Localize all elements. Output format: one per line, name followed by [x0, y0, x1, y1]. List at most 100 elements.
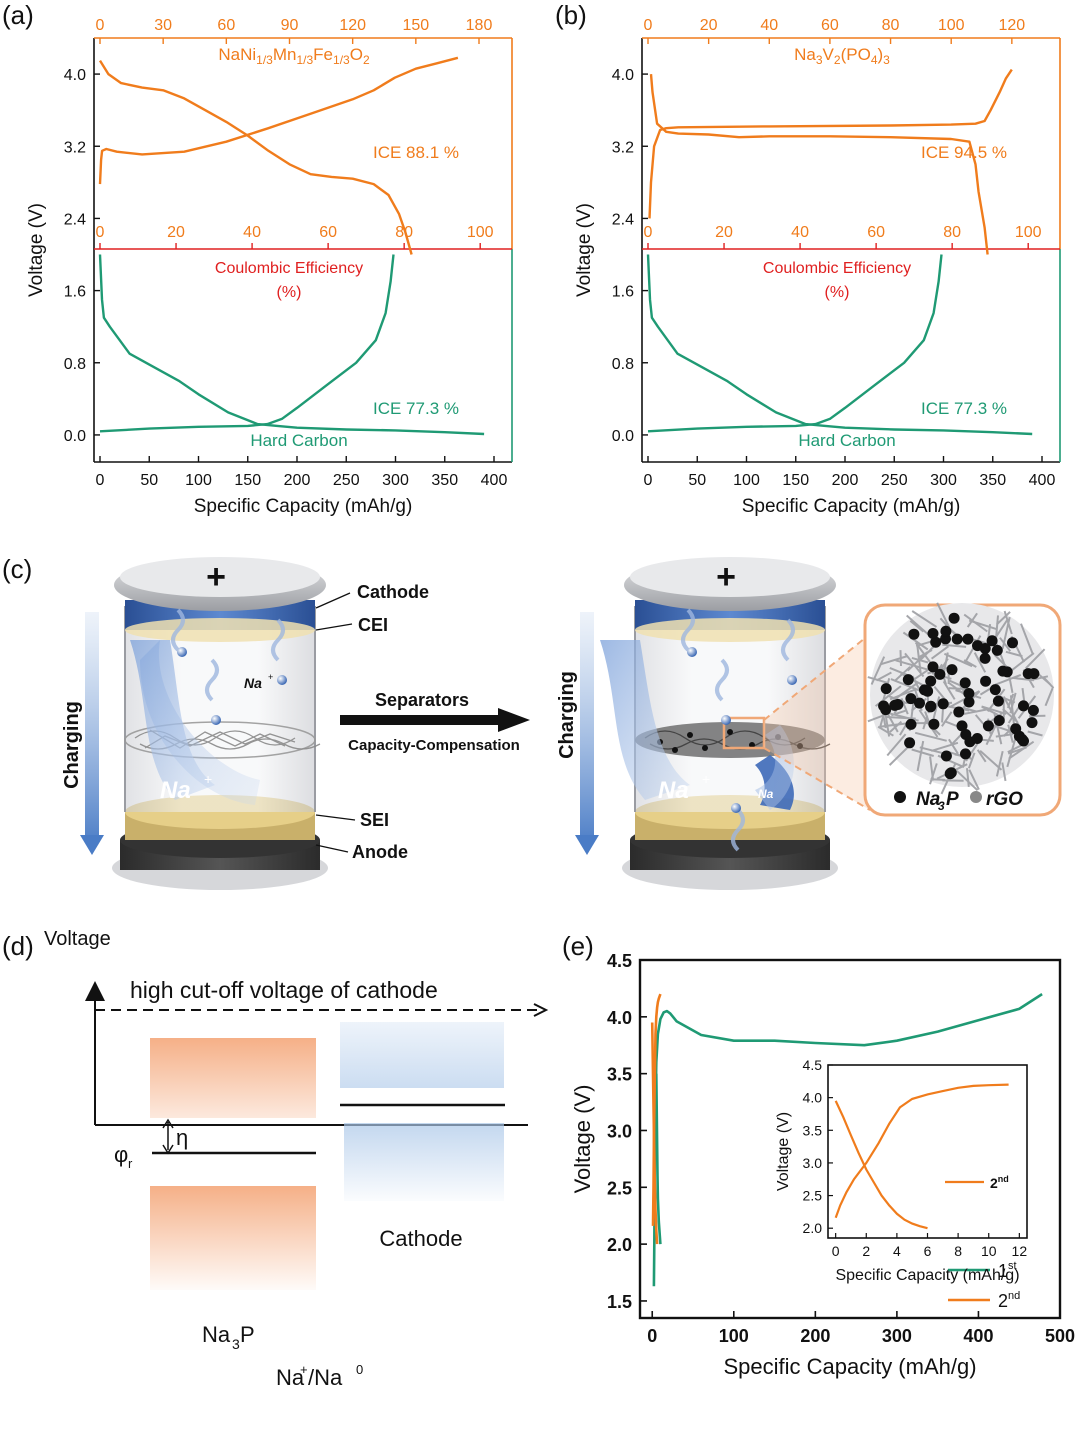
- na3p-particle: [993, 715, 1005, 726]
- na3p-legend-sub: 3: [938, 799, 945, 813]
- na3p-particle: [930, 636, 942, 648]
- rgo-sheet: [1003, 610, 1013, 635]
- top-tick-label: 150: [402, 17, 429, 34]
- efficiency-tick-label: 80: [943, 224, 961, 241]
- rgo-sheet: [929, 756, 935, 781]
- inset-x-tick-label: 10: [981, 1243, 997, 1259]
- panel-label-e: (e): [562, 931, 594, 961]
- rgo-sheet: [902, 631, 929, 651]
- d-na3p-lower-band: [150, 1186, 316, 1290]
- y-tick-label: 2.4: [64, 211, 86, 228]
- d-phi-sub: r: [128, 1156, 133, 1171]
- y-tick-label: 0.0: [64, 428, 86, 445]
- series-anode-discharge: [98, 254, 485, 436]
- e-series-1st-discharge: [655, 1073, 662, 1245]
- inset-x-tick-label: 8: [954, 1243, 962, 1259]
- e-x-tick-label: 100: [719, 1326, 749, 1346]
- x-tick-label: 350: [979, 472, 1006, 489]
- na-ion-large-sup-right: +: [702, 771, 710, 787]
- na-ion-large-sup: +: [204, 771, 212, 787]
- x-tick-label: 200: [832, 472, 859, 489]
- zoom-inset: Na 3 P rGO: [863, 602, 1062, 817]
- cathode-ice-label: ICE 88.1 %: [373, 143, 459, 162]
- na3p-particle: [905, 693, 917, 705]
- rgo-sheet: [893, 682, 918, 701]
- anode-label: Anode: [352, 842, 408, 862]
- rgo-legend-label: rGO: [986, 789, 1023, 810]
- na-ion-small-right: Na: [758, 787, 774, 801]
- d-eta-label: η: [176, 1125, 188, 1150]
- na3p-particle: [953, 706, 965, 718]
- x-tick-label: 400: [481, 472, 508, 489]
- rgo-sheet: [1025, 648, 1046, 670]
- na3p-particle: [902, 674, 914, 686]
- top-tick-label: 100: [938, 17, 965, 34]
- na3p-particle: [922, 685, 934, 697]
- y-tick-label: 0.0: [612, 428, 634, 445]
- efficiency-tick-label: 100: [467, 224, 494, 241]
- e-x-tick-label: 200: [800, 1326, 830, 1346]
- d-na3p-sub: 3: [232, 1336, 240, 1352]
- chart-b: 0.00.81.62.43.24.00 50 100 150 200 250 300 350 4…: [574, 17, 1061, 517]
- process-arrowhead: [498, 708, 530, 732]
- x-tick-label: 50: [688, 472, 706, 489]
- e-y-tick-label: 4.0: [607, 1008, 632, 1028]
- e-x-axis-label: Specific Capacity (mAh/g): [723, 1354, 976, 1379]
- rgo-sheet: [889, 720, 903, 733]
- y-tick-label: 3.2: [612, 139, 634, 156]
- rgo-sheet: [886, 716, 916, 720]
- efficiency-axis-label: Coulombic Efficiency: [763, 260, 911, 277]
- inset-2nd-discharge: [834, 1100, 928, 1230]
- na3p-particle: [960, 748, 971, 760]
- rgo-sheet: [976, 749, 987, 763]
- series-cathode-discharge: [98, 59, 413, 255]
- rgo-sheet: [1006, 734, 1018, 768]
- y-axis-label: Voltage (V): [26, 203, 47, 297]
- rgo-sheet: [911, 748, 934, 757]
- y-tick-label: 2.4: [612, 211, 634, 228]
- rgo-sheet: [981, 705, 1007, 715]
- na3p-particle: [880, 683, 892, 695]
- rgo-sheet: [1044, 687, 1054, 707]
- y-tick-label: 0.8: [612, 356, 634, 373]
- na3p-legend-p: P: [946, 789, 959, 810]
- na3p-particle: [905, 718, 917, 730]
- inset-y-tick-label: 2.5: [803, 1188, 823, 1204]
- na3p-legend-label: Na: [916, 789, 941, 810]
- rgo-sheet: [1029, 675, 1049, 682]
- x-axis-label: Specific Capacity (mAh/g): [194, 496, 413, 517]
- x-tick-label: 150: [782, 472, 809, 489]
- e-y-tick-label: 3.0: [607, 1121, 632, 1141]
- na3p-particle: [940, 625, 952, 637]
- e-y-tick-label: 3.5: [607, 1065, 632, 1085]
- inset-x-tick-label: 6: [924, 1243, 932, 1259]
- efficiency-tick-label: 0: [644, 224, 653, 241]
- rgo-sheet: [941, 711, 953, 727]
- battery-labels-left: Cathode CEI SEI Anode: [315, 582, 429, 862]
- e-x-tick-label: 400: [963, 1326, 993, 1346]
- rgo-sheet: [909, 620, 925, 633]
- inset-x-tick-label: 4: [893, 1243, 901, 1259]
- y-tick-label: 1.6: [64, 284, 86, 301]
- rgo-sheet: [999, 637, 1012, 652]
- efficiency-tick-label: 40: [243, 224, 261, 241]
- na3p-particle: [980, 675, 992, 687]
- series-anode-charge: [99, 254, 395, 433]
- top-tick-label: 90: [281, 17, 299, 34]
- inset-y-axis-label: Voltage (V): [775, 1112, 792, 1191]
- na3p-particle: [962, 633, 974, 645]
- na3p-particle: [1028, 668, 1040, 680]
- efficiency-tick-label: 60: [319, 224, 337, 241]
- inset-x-axis-label: Specific Capacity (mAh/g): [835, 1267, 1019, 1284]
- rgo-sheet: [870, 656, 886, 685]
- charging-arrow-left: [85, 612, 99, 837]
- rgo-sheet: [996, 611, 1011, 626]
- cei-label: CEI: [358, 615, 388, 635]
- rgo-sheet: [956, 770, 979, 792]
- inset-y-tick-label: 2.0: [803, 1220, 823, 1236]
- capacity-compensation-label: Capacity-Compensation: [348, 737, 520, 754]
- e-y-tick-label: 4.5: [607, 951, 632, 971]
- d-cathode-lower-band: [344, 1123, 504, 1201]
- rgo-sheet: [1007, 724, 1014, 743]
- na3p-particle: [997, 665, 1009, 677]
